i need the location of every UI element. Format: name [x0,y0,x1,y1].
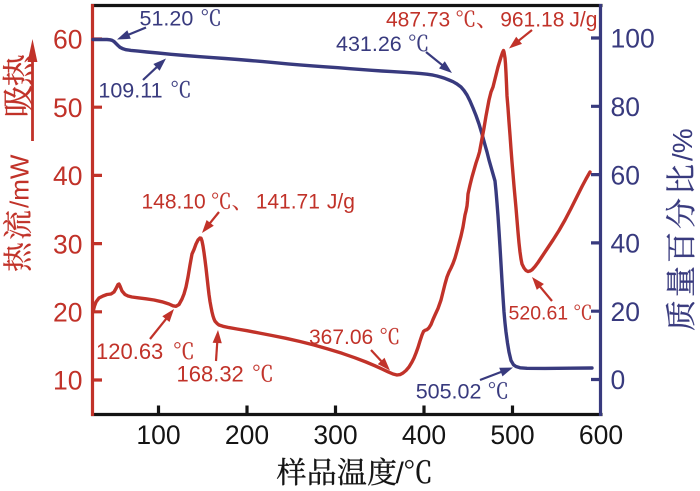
svg-text:J/g: J/g [327,191,355,214]
svg-text:20: 20 [53,298,82,328]
svg-text:431.26: 431.26 [336,32,402,56]
svg-text:168.32: 168.32 [177,362,244,387]
svg-text:60: 60 [53,25,82,55]
svg-text:100: 100 [136,420,180,450]
svg-text:10: 10 [53,366,82,396]
svg-text:60: 60 [611,160,640,190]
svg-text:961.18: 961.18 [500,9,564,32]
svg-text:600: 600 [579,420,623,450]
svg-text:400: 400 [402,420,446,450]
svg-text:50: 50 [53,93,82,123]
svg-text:300: 300 [313,420,357,450]
svg-text:500: 500 [490,420,534,450]
svg-text:520.61: 520.61 [509,303,569,325]
svg-text:148.10: 148.10 [142,191,206,214]
svg-text:109.11: 109.11 [98,78,162,102]
svg-text:200: 200 [225,420,269,450]
svg-text:367.06: 367.06 [309,326,373,349]
svg-text:/: / [396,457,405,490]
svg-text:/%: /% [667,128,698,161]
svg-text:0: 0 [611,365,626,395]
svg-text:487.73: 487.73 [386,9,450,32]
svg-text:30: 30 [53,229,82,259]
svg-text:J/g: J/g [569,9,597,32]
svg-text:505.02: 505.02 [416,380,482,404]
svg-text:141.71: 141.71 [256,191,320,214]
svg-text:120.63: 120.63 [96,339,163,364]
svg-text:20: 20 [611,297,640,327]
svg-text:40: 40 [611,229,640,259]
svg-text:/mW: /mW [5,154,35,208]
svg-text:80: 80 [611,92,640,122]
svg-text:51.20: 51.20 [140,7,194,31]
svg-text:40: 40 [53,161,82,191]
svg-text:100: 100 [611,24,655,54]
